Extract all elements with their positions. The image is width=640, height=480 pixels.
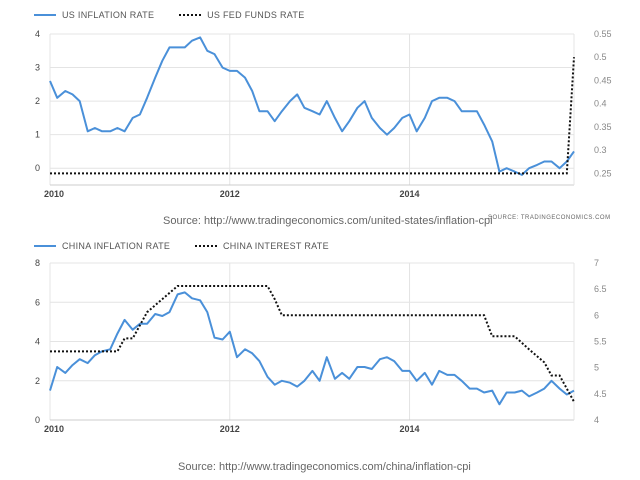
y2-tick-label: 5.5 [594,337,607,347]
y-tick-label: 2 [35,96,40,106]
x-tick-label: 2012 [220,189,240,199]
y-tick-label: 2 [35,376,40,386]
y-tick-label: 0 [35,163,40,173]
series-line-us-fed-funds-rate [50,57,575,175]
legend-swatch-solid [34,14,56,16]
legend-item-us-fed-funds[interactable]: US FED FUNDS RATE [179,10,304,20]
y2-tick-label: 0.4 [594,99,607,109]
y-tick-label: 0 [35,415,40,425]
legend-item-us-inflation[interactable]: US INFLATION RATE [34,10,154,20]
legend-label: CHINA INFLATION RATE [62,241,171,251]
chart-legend: US INFLATION RATE US FED FUNDS RATE [34,8,327,20]
legend-label: US FED FUNDS RATE [207,10,305,20]
china-inflation-chart: 2010 2012 2014 8 6 4 2 0 7 6.5 6 5.5 5 4.5 4 [35,258,607,434]
y2-tick-label: 6 [594,310,599,320]
y-tick-label: 8 [35,258,40,268]
y-tick-label: 4 [35,337,40,347]
y2-tick-label: 0.45 [594,75,612,85]
legend-label: US INFLATION RATE [62,10,155,20]
source-note: Source: http://www.tradingeconomics.com/… [178,461,471,473]
y2-tick-label: 0.25 [594,168,612,178]
legend-swatch-dotted [179,14,202,16]
y-tick-label: 3 [35,63,40,73]
legend-item-china-inflation[interactable]: CHINA INFLATION RATE [34,241,170,251]
x-tick-label: 2010 [44,189,64,199]
x-tick-label: 2010 [44,424,64,434]
x-tick-label: 2012 [220,424,240,434]
y2-tick-label: 6.5 [594,284,607,294]
y2-tick-label: 0.35 [594,122,612,132]
legend-item-china-interest[interactable]: CHINA INTEREST RATE [195,241,329,251]
y-tick-label: 1 [35,130,40,140]
series-line-us-inflation-rate [49,36,575,176]
legend-swatch-solid [34,245,56,247]
y2-tick-label: 7 [594,258,599,268]
y2-tick-label: 0.5 [594,52,607,62]
legend-label: CHINA INTEREST RATE [223,241,329,251]
y-tick-label: 6 [35,297,40,307]
y-tick-label: 4 [35,29,40,39]
us-chart-panel: US INFLATION RATE US FED FUNDS RATE 2010… [0,0,640,235]
chart-legend: CHINA INFLATION RATE CHINA INTEREST RATE [34,239,351,251]
series-line-china-interest-rate [50,285,575,403]
y2-tick-label: 4.5 [594,389,607,399]
brand-credit: SOURCE: TRADINGECONOMICS.COM [488,215,611,221]
y2-tick-label: 0.55 [594,29,612,39]
x-tick-label: 2014 [400,189,420,199]
source-note: Source: http://www.tradingeconomics.com/… [163,215,493,227]
legend-swatch-dotted [195,245,217,247]
y2-tick-label: 0.3 [594,145,607,155]
y2-tick-label: 5 [594,363,599,373]
x-tick-label: 2014 [400,424,420,434]
y2-tick-label: 4 [594,415,599,425]
us-inflation-chart: 2010 2012 2014 4 3 2 1 0 0.55 0.5 0.45 0.4 0.35 0.3 0.… [35,29,612,199]
series-line-china-inflation-rate [49,291,575,406]
china-chart-panel: CHINA INFLATION RATE CHINA INTEREST RATE… [0,235,640,480]
